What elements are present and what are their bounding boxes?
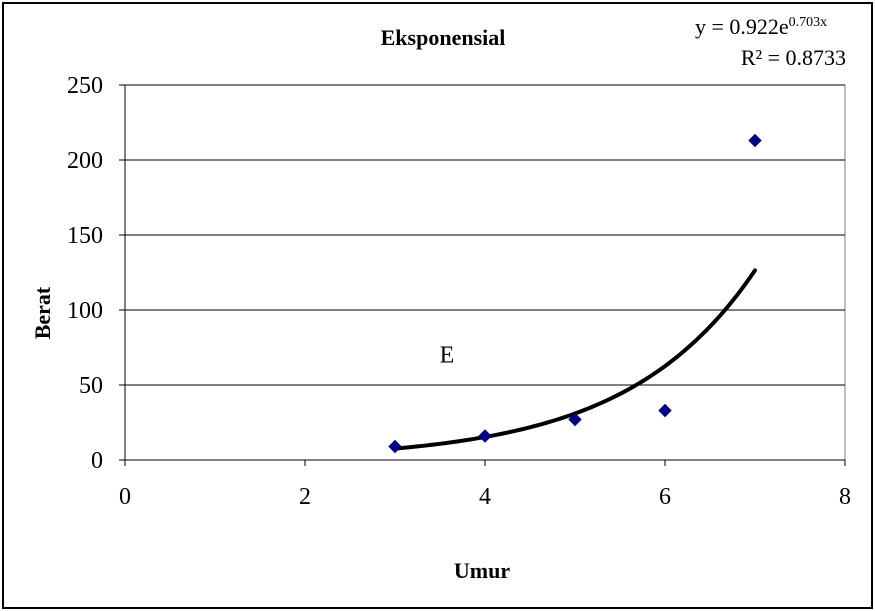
data-point [388, 439, 402, 454]
plot-area [124, 84, 846, 461]
x-tick-label: 0 [119, 484, 131, 510]
data-point [568, 412, 582, 427]
tick-labels: 0 50 100 150 200 250 0 2 4 6 8 [67, 73, 851, 510]
y-tick-label: 100 [67, 298, 103, 324]
y-axis-label: Berat [30, 286, 55, 339]
data-points [388, 133, 762, 454]
annotation-label: E [440, 343, 455, 369]
axes [119, 84, 846, 466]
trendline-equation-base: y = 0.922e [695, 14, 789, 39]
trendline-equation: y = 0.922e0.703x [695, 14, 827, 39]
r-squared-label: R² = 0.8733 [741, 45, 846, 70]
chart-title: Eksponensial [381, 25, 506, 50]
y-tick-label: 0 [91, 448, 103, 474]
x-axis-label: Umur [454, 558, 510, 583]
y-tick-label: 50 [79, 373, 103, 399]
data-point [658, 403, 672, 418]
y-tick-label: 150 [67, 223, 103, 249]
y-tick-label: 200 [67, 148, 103, 174]
data-point [478, 429, 492, 443]
trendline-equation-exponent: 0.703x [789, 15, 828, 30]
x-tick-label: 8 [839, 484, 851, 510]
y-tick-label: 250 [67, 73, 103, 99]
x-tick-label: 6 [659, 484, 671, 510]
x-tick-label: 4 [479, 484, 491, 510]
data-point [748, 133, 762, 148]
x-tick-label: 2 [299, 484, 311, 510]
